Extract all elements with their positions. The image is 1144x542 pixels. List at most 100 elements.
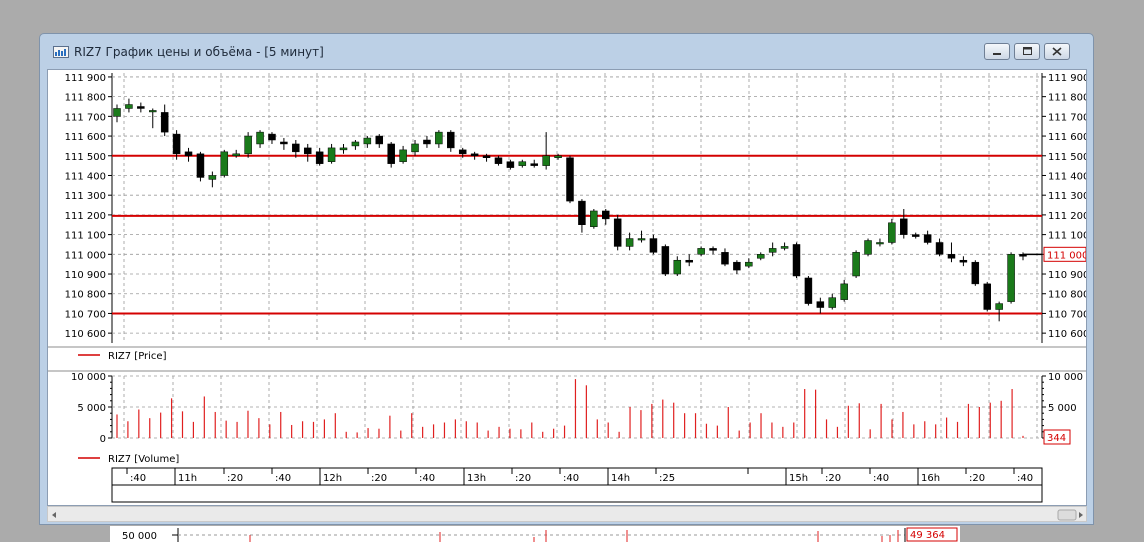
price-candle [506,159,515,170]
candle-body [160,112,169,133]
price-candle [733,260,741,275]
candle-body [232,153,240,157]
candle-body [745,261,753,267]
title-bar[interactable]: RIZ7 График цены и объёма - [5 минут] [40,34,1093,69]
candle-body [268,133,276,141]
candle-body [911,234,920,237]
candle-body [125,104,133,109]
chart-area[interactable]: 111 900 111 900 111 800 111 800 111 700 111 7… [47,69,1087,506]
close-button[interactable] [1044,43,1070,60]
bottom-value-box [906,527,958,542]
candle-body [959,259,968,263]
volume-tick-label-left: 5 000 [77,403,106,414]
candle-body [220,151,229,176]
price-candle [482,153,491,162]
price-candle [602,208,610,225]
maximize-button[interactable] [1014,43,1040,60]
price-candle [542,132,550,170]
price-candle [339,143,348,154]
price-tick-label-right: 111 200 [1048,211,1087,222]
time-tick-label: 12h [323,473,342,484]
candle-body [447,131,455,149]
candle-body [756,254,765,259]
candle-body [876,242,884,245]
price-candle [160,104,169,137]
price-tick-label-left: 111 600 [65,132,106,143]
candle-body [280,141,288,145]
price-volume-chart[interactable]: 111 900 111 900 111 800 111 800 111 700 111 7… [48,70,1087,506]
price-tick-label-right: 110 700 [1048,309,1087,320]
last-volume-label: 344 [1047,433,1066,444]
candle-body [625,238,634,247]
price-candle [1007,252,1015,304]
price-candle [113,104,121,123]
volume-tick-label-right: 10 000 [1048,372,1083,383]
time-tick-label: :20 [969,473,985,484]
price-candle [530,159,538,168]
time-tick-label: :40 [419,473,435,484]
candle-body [983,283,991,310]
price-candle [637,230,646,243]
minimize-button[interactable] [984,43,1010,60]
price-candle [673,256,682,276]
price-tick-label-right: 111 400 [1048,171,1087,182]
price-tick-label-right: 111 100 [1048,231,1087,242]
horizontal-scrollbar[interactable] [47,506,1087,522]
candle-body [196,153,205,178]
candle-body [542,155,550,166]
candle-body [399,149,407,162]
price-candle [375,134,384,148]
price-candle [578,199,586,233]
price-tick-label-left: 110 800 [65,290,106,301]
candle-body [113,108,121,117]
price-candle [590,208,598,229]
last-volume-box [1043,429,1071,445]
candle-body [375,135,384,145]
candle-body [840,283,848,300]
price-candle [864,238,872,257]
price-candle [327,143,336,164]
candle-body [995,303,1003,310]
time-tick-label: 11h [178,473,197,484]
candle-body [602,210,610,220]
scroll-right-icon[interactable] [1079,512,1083,518]
price-candle [911,232,920,239]
candle-body [494,157,503,164]
price-candle [351,140,360,150]
candle-body [709,248,717,251]
candle-body [733,261,741,271]
bottom-tick-label: 50 000 [122,531,157,542]
price-tick-label-right: 111 500 [1048,152,1087,163]
price-candle [554,153,562,160]
price-candle [458,147,467,158]
scroll-left-icon[interactable] [52,512,56,518]
candle-body [888,222,896,243]
price-candle [768,242,777,257]
price-candle [959,256,968,267]
price-tick-label-left: 111 200 [65,211,106,222]
price-candle [721,248,729,267]
price-candle [709,246,717,255]
scrollbar-graphics [52,509,1083,521]
candle-body [208,175,217,180]
price-candle [315,147,324,166]
price-candle [256,130,264,148]
price-candle [971,260,980,286]
price-candle [423,136,431,148]
candle-body [303,147,312,155]
price-candle [149,108,157,129]
candle-body [971,261,980,285]
price-candle [303,143,312,162]
time-tick-label: :40 [563,473,579,484]
bottom-value-label: 49 364 [910,530,945,541]
price-candle [935,238,944,257]
scroll-thumb[interactable] [1057,509,1077,521]
price-tick-label-left: 111 700 [65,112,106,123]
price-legend: RIZ7 [Price] [78,351,167,362]
candle-body [435,131,443,145]
volume-legend-label: RIZ7 [Volume] [108,454,179,465]
candle-body [327,147,336,162]
price-candle [625,232,634,251]
candle-body [339,147,348,151]
price-candle [137,102,145,113]
